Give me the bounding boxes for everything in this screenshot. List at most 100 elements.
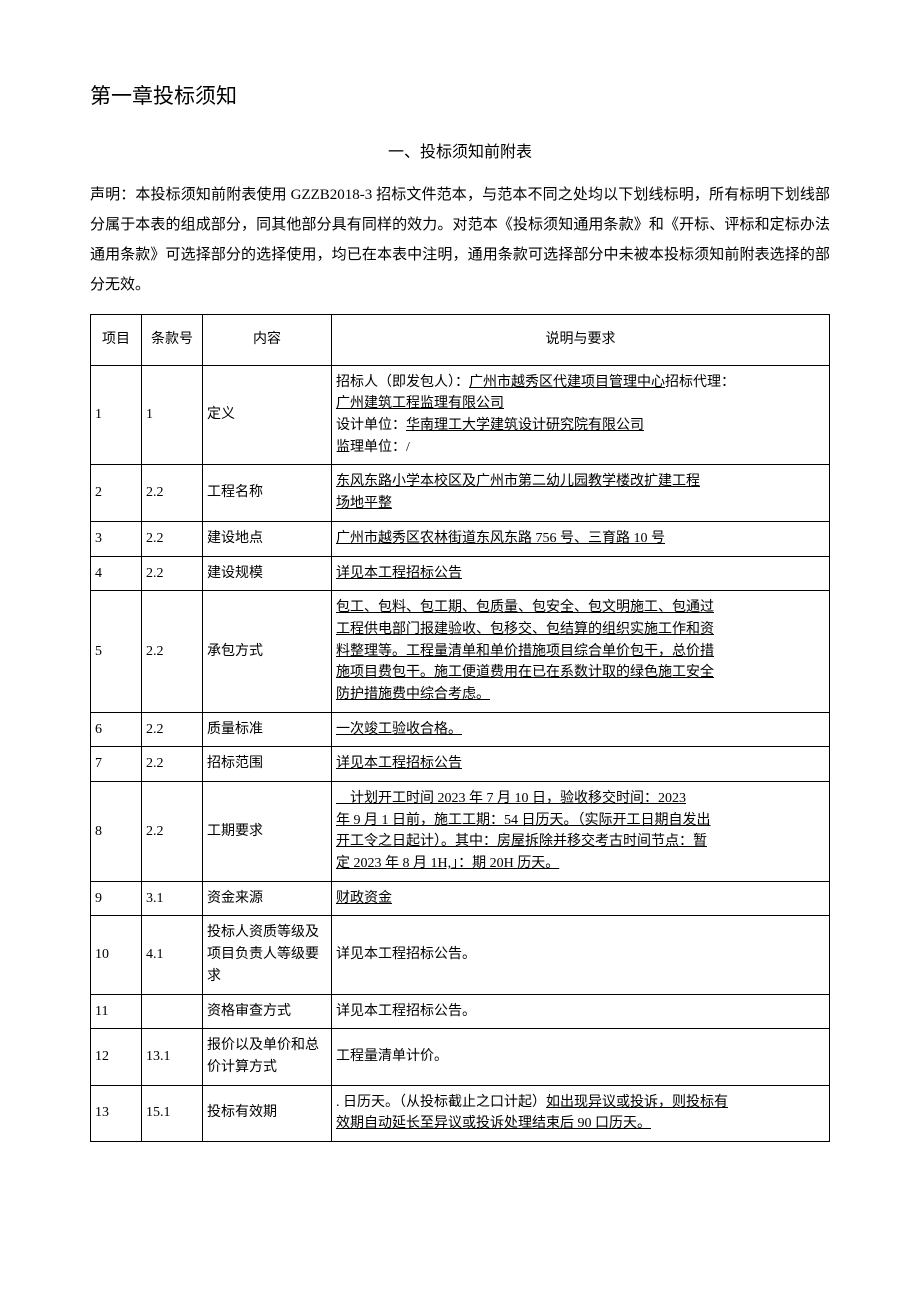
cell-content: 报价以及单价和总价计算方式 xyxy=(203,1029,332,1085)
desc-line: 防护措施费中综合考虑。 xyxy=(336,684,825,706)
desc-underlined: 料整理等。工程量清单和单价措施项目综合单价包干，总价措 xyxy=(336,644,714,659)
cell-desc: 包工、包料、包工期、包质量、包安全、包文明施工、包通过工程供电部门报建验收、包移… xyxy=(332,591,830,712)
table-row: 1213.1报价以及单价和总价计算方式工程量清单计价。 xyxy=(91,1029,830,1085)
cell-clause xyxy=(142,994,203,1029)
cell-content: 工期要求 xyxy=(203,782,332,882)
cell-desc: 招标人（即发包人）：广州市越秀区代建项目管理中心招标代理： 广州建筑工程监理有限公… xyxy=(332,365,830,465)
cell-idx: 13 xyxy=(91,1085,142,1141)
desc-line: 详见本工程招标公告。 xyxy=(336,1001,825,1023)
cell-clause: 2.2 xyxy=(142,591,203,712)
desc-line: 开工令之日起计）。其中：房屋拆除并移交考古时间节点：暂 xyxy=(336,831,825,853)
cell-clause: 2.2 xyxy=(142,712,203,747)
cell-content: 投标有效期 xyxy=(203,1085,332,1141)
cell-desc: 广州市越秀区农林街道东风东路 756 号、三育路 10 号 xyxy=(332,521,830,556)
cell-idx: 8 xyxy=(91,782,142,882)
desc-line: 场地平整 xyxy=(336,493,825,515)
desc-underlined: 开工令之日起计）。其中：房屋拆除并移交考古时间节点：暂 xyxy=(336,834,707,849)
table-row: 22.2工程名称东风东路小学本校区及广州市第二幼儿园教学楼改扩建工程场地平整 xyxy=(91,465,830,521)
cell-desc: 计划开工时间 2023 年 7 月 10 日，验收移交时间：2023 年 9 月 … xyxy=(332,782,830,882)
table-row: 62.2质量标准一次竣工验收合格。 xyxy=(91,712,830,747)
desc-line: 定 2023 年 8 月 1H,」：期 20H 历天。 xyxy=(336,853,825,875)
desc-line: 广州建筑工程监理有限公司 xyxy=(336,393,825,415)
cell-content: 承包方式 xyxy=(203,591,332,712)
cell-idx: 9 xyxy=(91,881,142,916)
cell-content: 建设规模 xyxy=(203,556,332,591)
desc-prefix: 详见本工程招标公告。 xyxy=(336,1004,476,1019)
desc-line: 详见本工程招标公告 xyxy=(336,753,825,775)
table-row: 104.1投标人资质等级及项目负责人等级要求详见本工程招标公告。 xyxy=(91,916,830,994)
desc-underlined: 广州市越秀区农林街道东风东路 756 号、三育路 10 号 xyxy=(336,531,665,546)
table-row: 82.2工期要求 计划开工时间 2023 年 7 月 10 日，验收移交时间：2… xyxy=(91,782,830,882)
desc-line: 包工、包料、包工期、包质量、包安全、包文明施工、包通过 xyxy=(336,597,825,619)
table-row: 72.2招标范围详见本工程招标公告 xyxy=(91,747,830,782)
cell-clause: 2.2 xyxy=(142,782,203,882)
chapter-title: 第一章投标须知 xyxy=(90,80,830,110)
cell-desc: 详见本工程招标公告 xyxy=(332,747,830,782)
desc-line: 料整理等。工程量清单和单价措施项目综合单价包干，总价措 xyxy=(336,641,825,663)
desc-prefix: 详见本工程招标公告。 xyxy=(336,947,476,962)
header-content: 内容 xyxy=(203,315,332,366)
desc-line: 工程量清单计价。 xyxy=(336,1046,825,1068)
desc-prefix: . 日历天。（从投标截止之口计起） xyxy=(336,1095,546,1110)
cell-content: 资格审查方式 xyxy=(203,994,332,1029)
desc-line: . 日历天。（从投标截止之口计起）如出现异议或投诉，则投标有 xyxy=(336,1092,825,1114)
declaration-paragraph: 声明：本投标须知前附表使用 GZZB2018-3 招标文件范本，与范本不同之处均… xyxy=(90,180,830,300)
desc-underlined: 防护措施费中综合考虑。 xyxy=(336,687,490,702)
cell-idx: 12 xyxy=(91,1029,142,1085)
desc-line: 详见本工程招标公告 xyxy=(336,563,825,585)
desc-underlined: 定 2023 年 8 月 1H,」：期 20H 历天。 xyxy=(336,856,559,871)
table-row: 32.2建设地点广州市越秀区农林街道东风东路 756 号、三育路 10 号 xyxy=(91,521,830,556)
desc-underlined: 施项目费包干。施工便道费用在已在系数计取的绿色施工安全 xyxy=(336,665,714,680)
desc-line: 广州市越秀区农林街道东风东路 756 号、三育路 10 号 xyxy=(336,528,825,550)
cell-desc: 详见本工程招标公告。 xyxy=(332,994,830,1029)
cell-clause: 2.2 xyxy=(142,747,203,782)
table-header-row: 项目 条款号 内容 说明与要求 xyxy=(91,315,830,366)
table-row: 1315.1投标有效期. 日历天。（从投标截止之口计起）如出现异议或投诉，则投标… xyxy=(91,1085,830,1141)
cell-idx: 2 xyxy=(91,465,142,521)
table-row: 93.1资金来源财政资金 xyxy=(91,881,830,916)
cell-content: 定义 xyxy=(203,365,332,465)
cell-desc: 一次竣工验收合格。 xyxy=(332,712,830,747)
cell-content: 工程名称 xyxy=(203,465,332,521)
cell-content: 投标人资质等级及项目负责人等级要求 xyxy=(203,916,332,994)
desc-underlined: 计划开工时间 2023 年 7 月 10 日，验收移交时间：2023 xyxy=(336,791,686,806)
desc-underlined: 年 9 月 1 日前，施工工期：54 日历天。（实际开工日期自发出 xyxy=(336,813,711,828)
cell-content: 招标范围 xyxy=(203,747,332,782)
desc-underlined: 华南理工大学建筑设计研究院有限公司 xyxy=(406,418,644,433)
cell-desc: 东风东路小学本校区及广州市第二幼儿园教学楼改扩建工程场地平整 xyxy=(332,465,830,521)
table-row: 11资格审查方式详见本工程招标公告。 xyxy=(91,994,830,1029)
desc-underlined: 场地平整 xyxy=(336,496,392,511)
desc-underlined: 一次竣工验收合格。 xyxy=(336,722,462,737)
cell-clause: 13.1 xyxy=(142,1029,203,1085)
cell-clause: 1 xyxy=(142,365,203,465)
cell-desc: . 日历天。（从投标截止之口计起）如出现异议或投诉，则投标有效期自动延长至异议或… xyxy=(332,1085,830,1141)
desc-line: 一次竣工验收合格。 xyxy=(336,719,825,741)
cell-content: 质量标准 xyxy=(203,712,332,747)
desc-underlined: 广州建筑工程监理有限公司 xyxy=(336,396,504,411)
document-page: 第一章投标须知 一、投标须知前附表 声明：本投标须知前附表使用 GZZB2018… xyxy=(0,0,920,1301)
table-row: 11定义招标人（即发包人）：广州市越秀区代建项目管理中心招标代理：广州建筑工程监… xyxy=(91,365,830,465)
desc-line: 计划开工时间 2023 年 7 月 10 日，验收移交时间：2023 xyxy=(336,788,825,810)
cell-content: 建设地点 xyxy=(203,521,332,556)
cell-idx: 7 xyxy=(91,747,142,782)
desc-line: 详见本工程招标公告。 xyxy=(336,944,825,966)
desc-underlined: 工程供电部门报建验收、包移交、包结算的组织实施工作和资 xyxy=(336,622,714,637)
cell-idx: 4 xyxy=(91,556,142,591)
desc-line: 监理单位：/ xyxy=(336,437,825,459)
desc-line: 工程供电部门报建验收、包移交、包结算的组织实施工作和资 xyxy=(336,619,825,641)
bidding-notice-table: 项目 条款号 内容 说明与要求 11定义招标人（即发包人）：广州市越秀区代建项目… xyxy=(90,314,830,1142)
desc-underlined: 东风东路小学本校区及广州市第二幼儿园教学楼改扩建工程 xyxy=(336,474,700,489)
desc-line: 招标人（即发包人）：广州市越秀区代建项目管理中心招标代理： xyxy=(336,372,825,394)
desc-prefix: 工程量清单计价。 xyxy=(336,1049,448,1064)
desc-underlined: 效期自动延长至异议或投诉处理结束后 90 口历天。 xyxy=(336,1116,651,1131)
cell-content: 资金来源 xyxy=(203,881,332,916)
cell-clause: 2.2 xyxy=(142,465,203,521)
cell-idx: 5 xyxy=(91,591,142,712)
cell-desc: 详见本工程招标公告。 xyxy=(332,916,830,994)
desc-underlined: 如出现异议或投诉，则投标有 xyxy=(546,1095,728,1110)
header-idx: 项目 xyxy=(91,315,142,366)
cell-idx: 10 xyxy=(91,916,142,994)
cell-idx: 6 xyxy=(91,712,142,747)
cell-clause: 2.2 xyxy=(142,556,203,591)
cell-idx: 1 xyxy=(91,365,142,465)
